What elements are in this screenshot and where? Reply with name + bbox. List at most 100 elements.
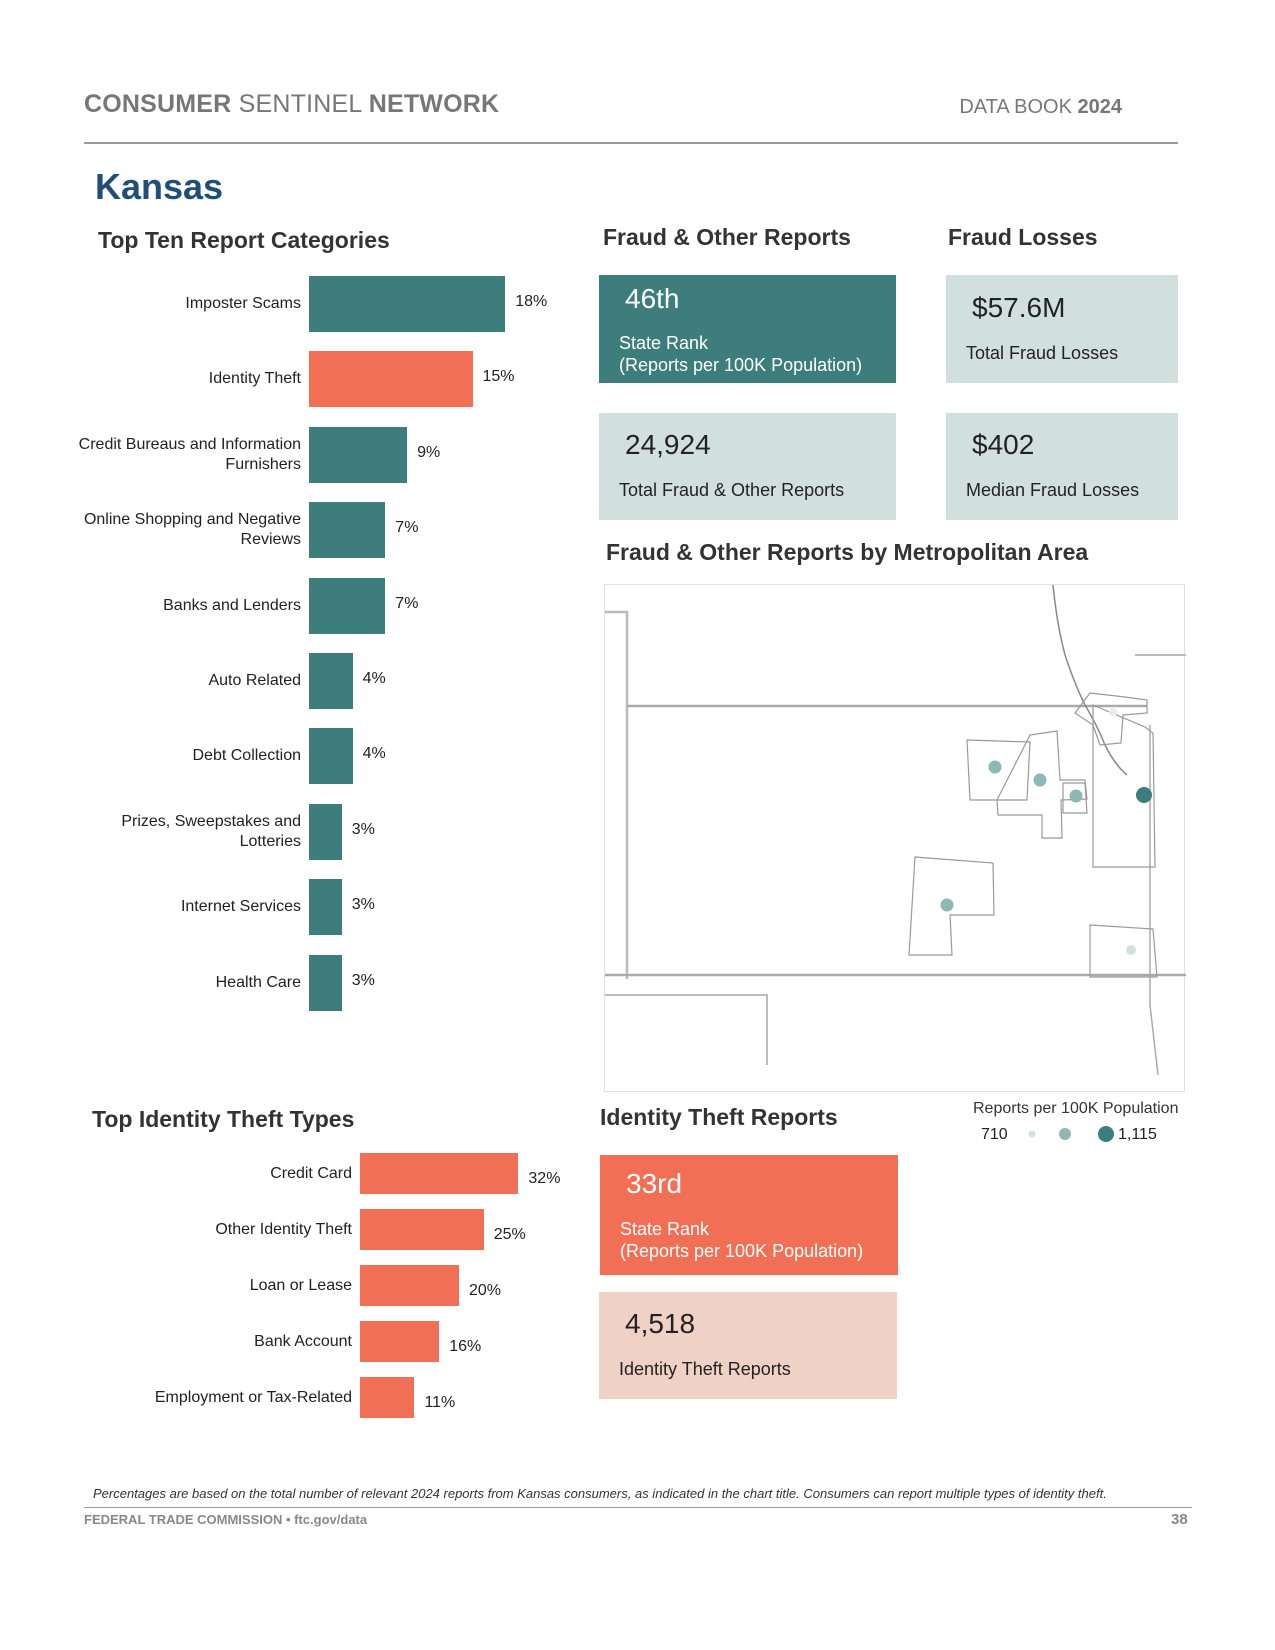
metro-wichita <box>908 856 995 956</box>
id-reports-title: Identity Theft Reports <box>600 1104 838 1130</box>
fraud-rank-label: State Rank (Reports per 100K Population) <box>619 333 863 375</box>
metro-title: Fraud & Other Reports by Metropolitan Ar… <box>606 539 1089 565</box>
data-book-label: DATA BOOK 2024 <box>959 96 1122 119</box>
bar <box>360 1153 519 1194</box>
bar-value-label: 9% <box>417 443 441 461</box>
metro-map-graphic <box>605 584 1186 1076</box>
id-reports-box: 4,518 Identity Theft Reports <box>599 1292 897 1399</box>
data-book-text: DATA BOOK <box>959 96 1072 118</box>
legend-dot-small <box>1028 1130 1036 1138</box>
metro-dot-wichita <box>940 898 954 912</box>
bar-label: Banks and Lenders <box>163 596 301 614</box>
bar <box>309 426 408 483</box>
bar <box>360 1265 459 1306</box>
fraud-other-title: Fraud & Other Reports <box>603 224 851 250</box>
bar-value-label: 20% <box>469 1282 502 1299</box>
bar-value-label: 16% <box>449 1338 482 1355</box>
id-rank-box: 33rd State Rank (Reports per 100K Popula… <box>600 1155 898 1275</box>
bar-value-label: 4% <box>362 670 386 687</box>
footer-divider <box>84 1507 1192 1508</box>
metro-manhattan <box>966 739 1031 801</box>
metro-dot-joplin <box>1126 945 1136 955</box>
metro-kansas-city <box>1092 704 1156 868</box>
bar <box>360 1209 484 1250</box>
id-rank-value: 33rd <box>626 1168 683 1199</box>
bar-label: Employment or Tax-Related <box>154 1388 352 1406</box>
bar <box>309 653 353 709</box>
total-losses-label: Total Fraud Losses <box>966 343 1119 363</box>
bar <box>309 276 506 332</box>
fraud-rank-value: 46th <box>625 283 680 314</box>
bar-value-label: 3% <box>351 820 375 838</box>
bar <box>360 1377 415 1418</box>
legend-title: Reports per 100K Population <box>973 1100 1179 1117</box>
id-types-title: Top Identity Theft Types <box>92 1106 355 1132</box>
title-sentinel: SENTINEL <box>238 90 362 118</box>
total-reports-value: 24,924 <box>625 429 711 460</box>
map-border-oklahoma <box>605 994 768 1065</box>
bar-label: Credit Bureaus and Information Furnisher… <box>78 435 301 473</box>
bar-label: Other Identity Theft <box>215 1220 352 1238</box>
median-loss-value: $402 <box>972 429 1035 460</box>
bar-label: Bank Account <box>254 1332 352 1350</box>
bar <box>309 728 353 785</box>
bar <box>309 879 342 936</box>
metro-topeka <box>996 730 1088 839</box>
bar-label: Loan or Lease <box>249 1276 352 1294</box>
total-losses-box: $57.6M Total Fraud Losses <box>946 275 1178 383</box>
state-title: Kansas <box>95 166 224 207</box>
total-reports-label: Total Fraud & Other Reports <box>619 480 845 500</box>
bar <box>360 1321 440 1362</box>
bar <box>309 954 342 1011</box>
page-number: 38 <box>1171 1511 1188 1528</box>
legend-dot-large <box>1098 1126 1114 1142</box>
bar-label: Credit Card <box>270 1164 352 1182</box>
bar <box>309 577 386 634</box>
median-loss-box: $402 Median Fraud Losses <box>946 413 1178 520</box>
bar-value-label: 7% <box>395 519 419 537</box>
bar-label: Online Shopping and Negative Reviews <box>83 511 301 549</box>
publication-title: CONSUMER SENTINEL NETWORK <box>84 90 499 119</box>
bar-value-label: 32% <box>528 1170 561 1187</box>
top-ten-title: Top Ten Report Categories <box>98 227 390 253</box>
title-consumer: CONSUMER <box>84 90 232 118</box>
map-border-west <box>605 610 629 979</box>
map-river <box>1052 584 1128 776</box>
metro-joplin <box>1089 924 1158 978</box>
total-reports-box: 24,924 Total Fraud & Other Reports <box>599 413 896 520</box>
bar-label: Health Care <box>215 973 301 991</box>
bar-value-label: 3% <box>351 971 375 989</box>
data-book-year: 2024 <box>1077 96 1123 118</box>
metro-dot-lawrence <box>1069 789 1083 803</box>
fraud-rank-box: 46th State Rank (Reports per 100K Popula… <box>599 275 896 383</box>
bar-label: Internet Services <box>180 898 301 916</box>
bar-value-label: 7% <box>395 594 419 612</box>
bar <box>309 502 386 559</box>
metro-dot-topeka <box>1033 773 1047 787</box>
metro-dot-manhattan <box>988 760 1002 774</box>
bar-value-label: 4% <box>362 745 386 763</box>
legend-scale <box>1028 1126 1114 1142</box>
bar-value-label: 11% <box>424 1394 456 1411</box>
total-losses-value: $57.6M <box>972 292 1066 323</box>
bar-value-label: 15% <box>482 368 515 386</box>
bar <box>309 351 473 408</box>
legend-min: 710 <box>981 1126 1008 1143</box>
legend-dot-mid <box>1059 1128 1071 1140</box>
bar-label: Identity Theft <box>208 370 301 388</box>
bar-label: Debt Collection <box>192 747 302 765</box>
footer-org: FEDERAL TRADE COMMISSION • ftc.gov/data <box>84 1512 368 1527</box>
bar-label: Prizes, Sweepstakes and Lotteries <box>121 812 301 850</box>
header-divider <box>84 142 1178 144</box>
bar-value-label: 3% <box>351 896 375 914</box>
id-rank-label: State Rank (Reports per 100K Population) <box>620 1219 864 1261</box>
median-loss-label: Median Fraud Losses <box>966 480 1140 500</box>
metro-map <box>604 584 1186 1092</box>
metro-lawrence <box>1062 782 1088 814</box>
footnote: Percentages are based on the total numbe… <box>93 1486 1107 1501</box>
bar-value-label: 18% <box>515 293 548 310</box>
bar-label: Imposter Scams <box>185 295 301 312</box>
fraud-losses-title: Fraud Losses <box>948 224 1098 250</box>
metro-st-joseph <box>1074 692 1148 746</box>
bar-value-label: 25% <box>493 1226 526 1243</box>
